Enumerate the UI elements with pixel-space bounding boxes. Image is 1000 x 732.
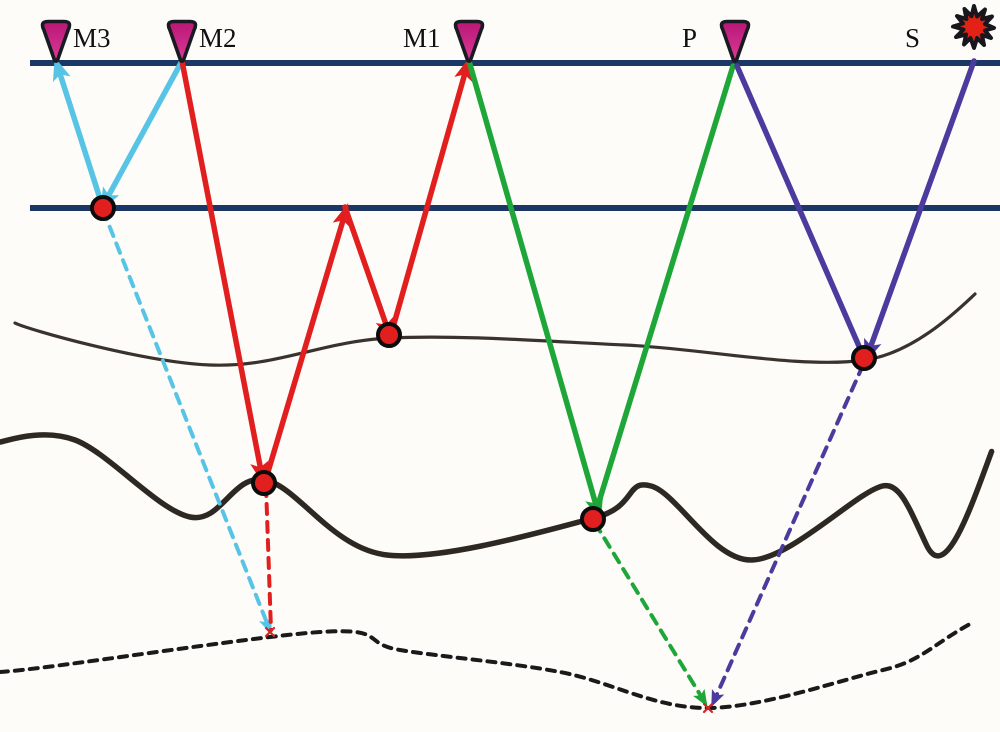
- svg-text:M2: M2: [199, 23, 237, 53]
- svg-text:M1: M1: [403, 23, 441, 53]
- svg-text:M3: M3: [73, 23, 111, 53]
- svg-text:P: P: [682, 23, 697, 53]
- svg-text:S: S: [905, 23, 920, 53]
